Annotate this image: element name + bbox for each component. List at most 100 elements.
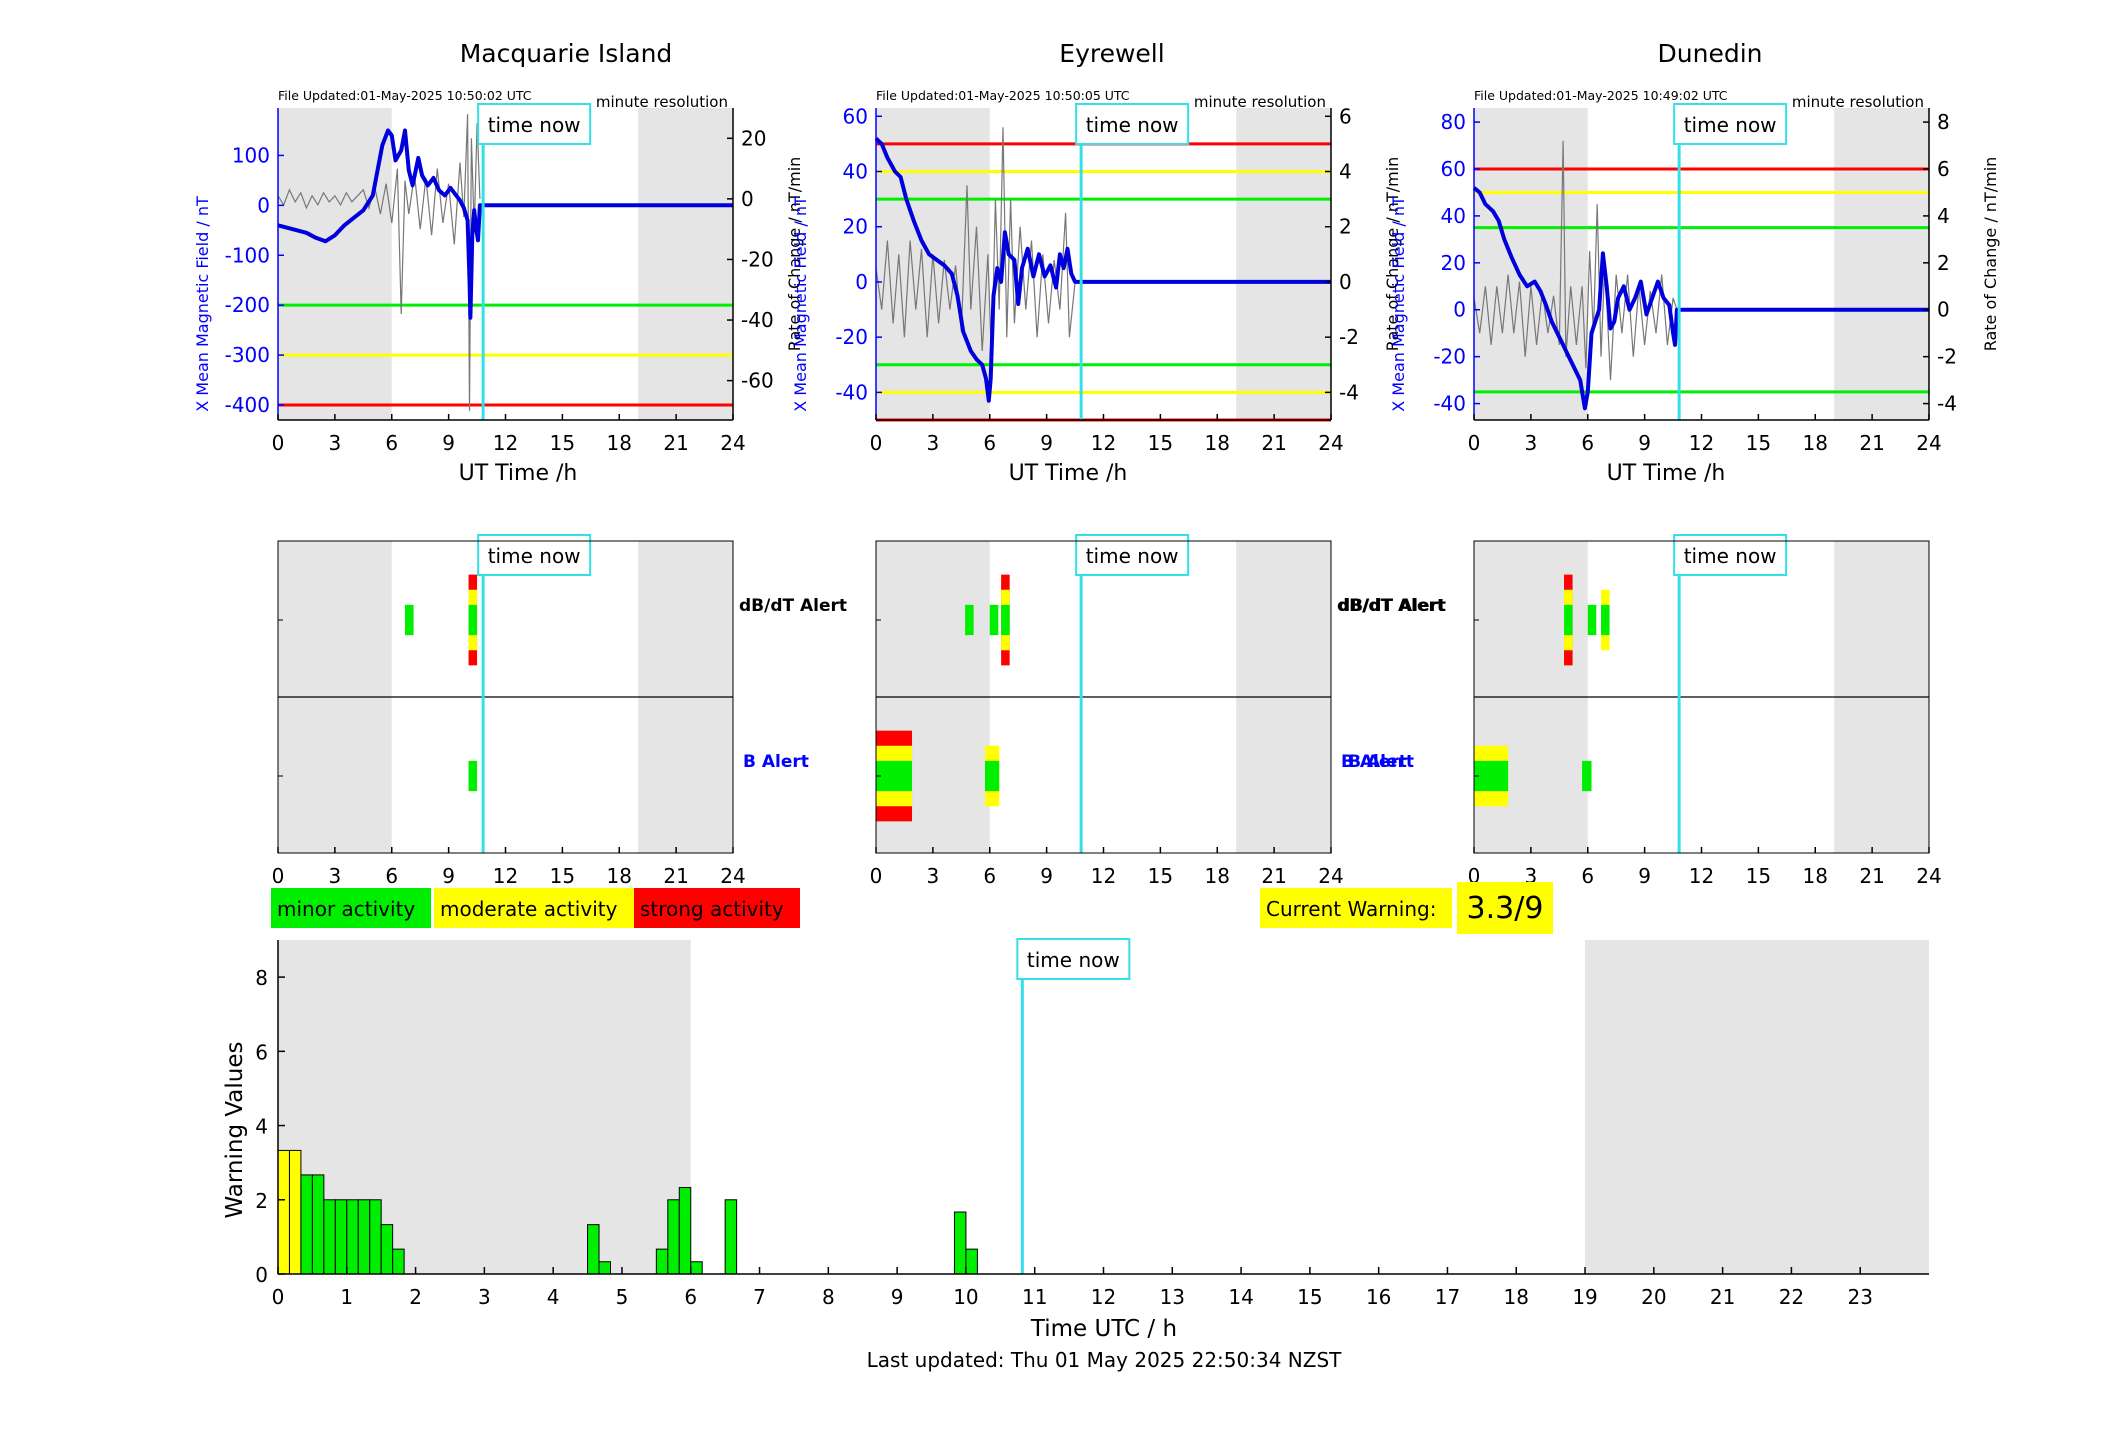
warning-bar: [357, 1199, 371, 1275]
x-tick-label: 15: [1746, 431, 1771, 455]
x-tick-label: 9: [442, 431, 455, 455]
dbdt-alert-label: dB/dT Alert: [1337, 596, 1445, 616]
current-warning-label: Current Warning:: [1266, 897, 1436, 921]
x-tick-label: 18: [1504, 1285, 1529, 1309]
left-y-tick-label: -400: [225, 393, 270, 417]
time-now-box: [1673, 534, 1788, 576]
b-alert-mark: [876, 760, 913, 792]
x-tick-label: 2: [409, 1285, 422, 1309]
legend-minor: [271, 888, 431, 928]
x-tick-label: 24: [1318, 431, 1343, 455]
time-now-label: time now: [1027, 948, 1120, 972]
x-tick-label: 23: [1847, 1285, 1872, 1309]
x-tick-label: 15: [1148, 864, 1173, 888]
x-tick-label: 18: [1803, 431, 1828, 455]
right-y-axis-label: Rate of Change / nT/min: [785, 157, 804, 352]
x-tick-label: 12: [1091, 1285, 1116, 1309]
y-tick-label: 4: [255, 1115, 268, 1139]
b-alert-mark: [985, 760, 1000, 792]
station-title: Macquarie Island: [460, 39, 673, 68]
warning-bar: [953, 1211, 967, 1275]
right-y-tick-label: -20: [741, 247, 774, 271]
x-tick-label: 5: [616, 1285, 629, 1309]
x-tick-label: 21: [1859, 864, 1884, 888]
b-alert-label: B Alert: [743, 752, 809, 772]
b-alert-mark: [1474, 760, 1509, 792]
x-tick-label: 15: [550, 431, 575, 455]
left-y-tick-label: -300: [225, 343, 270, 367]
time-now-box: [1075, 534, 1190, 576]
time-now-label: time now: [1086, 544, 1179, 568]
dbdt-alert-mark: [989, 604, 999, 636]
x-tick-label: 22: [1779, 1285, 1804, 1309]
file-updated-text: File Updated:01-May-2025 10:49:02 UTC: [1474, 88, 1728, 103]
x-tick-label: 0: [272, 1285, 285, 1309]
left-y-tick-label: -20: [835, 325, 868, 349]
x-tick-label: 8: [822, 1285, 835, 1309]
x-axis-label: UT Time /h: [459, 461, 578, 486]
x-tick-label: 24: [720, 864, 745, 888]
y-tick-label: 0: [255, 1263, 268, 1287]
right-y-tick-label: -40: [741, 308, 774, 332]
warning-bar: [690, 1261, 703, 1275]
time-now-box: [1016, 938, 1131, 980]
left-y-tick-label: 100: [232, 143, 270, 167]
x-tick-label: 6: [983, 864, 996, 888]
warning-bar: [300, 1174, 313, 1275]
x-tick-label: 0: [1468, 431, 1481, 455]
x-tick-label: 6: [1581, 431, 1594, 455]
current-warning-value: 3.3/9: [1467, 891, 1544, 926]
x-tick-label: 7: [753, 1285, 766, 1309]
left-y-tick-label: 40: [1441, 204, 1466, 228]
left-y-tick-label: -200: [225, 293, 270, 317]
x-tick-label: 3: [927, 864, 940, 888]
x-tick-label: 18: [1205, 864, 1230, 888]
x-tick-label: 0: [272, 864, 285, 888]
x-tick-label: 6: [983, 431, 996, 455]
warning-bar: [288, 1149, 302, 1275]
right-y-tick-label: 0: [1339, 270, 1352, 294]
x-tick-label: 18: [607, 431, 632, 455]
y-tick-label: 6: [255, 1040, 268, 1064]
x-tick-label: 21: [663, 431, 688, 455]
legend-strong: [634, 888, 800, 928]
x-tick-label: 9: [891, 1285, 904, 1309]
warning-bar: [598, 1261, 611, 1275]
night-shading: [638, 108, 733, 420]
x-tick-label: 24: [1916, 864, 1941, 888]
x-tick-label: 12: [1689, 431, 1714, 455]
x-tick-label: 20: [1641, 1285, 1666, 1309]
rate-of-change-line: [875, 127, 1076, 365]
x-tick-label: 12: [493, 431, 518, 455]
left-y-tick-label: 60: [843, 104, 868, 128]
x-axis-label: Time UTC / h: [1030, 1316, 1177, 1342]
x-tick-label: 24: [1916, 431, 1941, 455]
warning-bar: [392, 1248, 405, 1275]
dbdt-alert-mark: [405, 604, 414, 636]
magnetic-field-line: [1472, 186, 1929, 411]
x-tick-label: 24: [1318, 864, 1343, 888]
x-tick-label: 1: [340, 1285, 353, 1309]
x-tick-label: 4: [547, 1285, 560, 1309]
x-tick-label: 16: [1366, 1285, 1391, 1309]
left-y-tick-label: 20: [843, 215, 868, 239]
x-tick-label: 12: [493, 864, 518, 888]
x-tick-label: 13: [1160, 1285, 1185, 1309]
right-y-tick-label: -2: [1937, 345, 1957, 369]
warning-bar: [655, 1248, 669, 1275]
x-tick-label: 6: [684, 1285, 697, 1309]
resolution-text: minute resolution: [596, 93, 728, 111]
x-tick-label: 21: [1261, 431, 1286, 455]
time-now-label: time now: [1086, 113, 1179, 137]
legend-moderate: [434, 888, 634, 928]
legend-moderate-label: moderate activity: [440, 897, 618, 921]
x-tick-label: 17: [1435, 1285, 1460, 1309]
x-tick-label: 3: [1525, 431, 1538, 455]
b-alert-label: B Alert: [1341, 752, 1407, 772]
left-y-axis-label: X Mean Magnetic Field / nT: [1389, 196, 1408, 412]
left-y-tick-label: -40: [835, 380, 868, 404]
right-y-tick-label: 20: [741, 126, 766, 150]
x-tick-label: 6: [1581, 864, 1594, 888]
x-tick-label: 18: [1803, 864, 1828, 888]
